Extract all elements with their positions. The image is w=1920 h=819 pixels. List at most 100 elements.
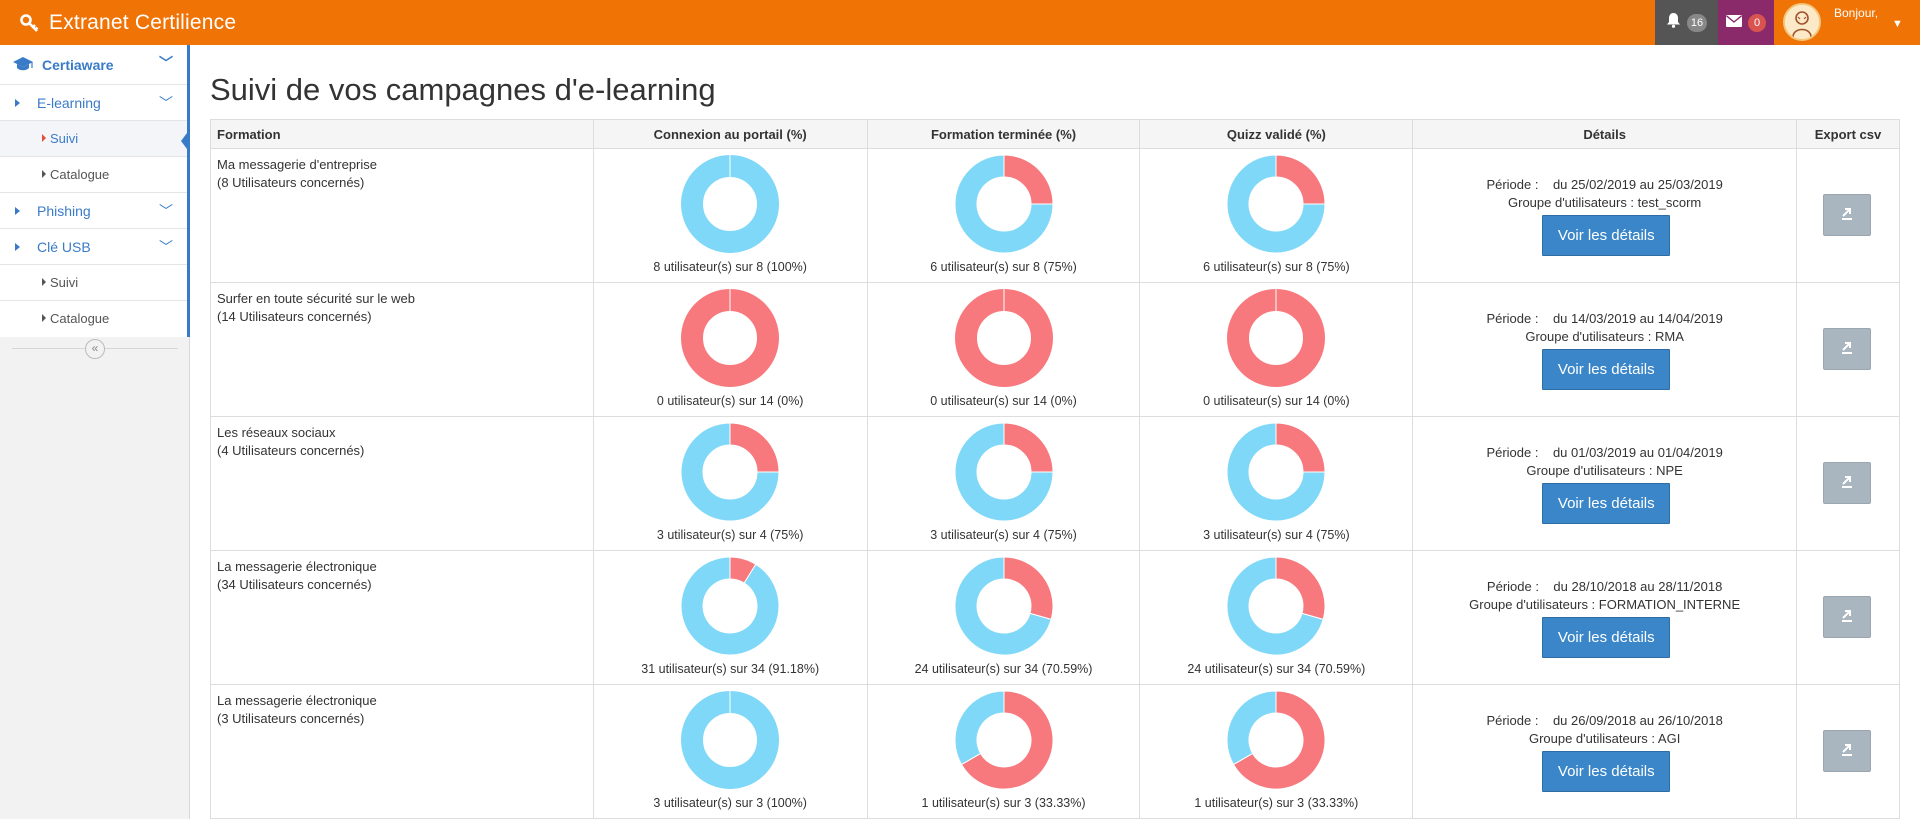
details-button[interactable]: Voir les détails — [1542, 751, 1671, 792]
terminee-cell: 24 utilisateur(s) sur 34 (70.59%) — [866, 550, 1141, 685]
done-slice — [954, 155, 1053, 253]
quizz-cell: 3 utilisateur(s) sur 4 (75%) — [1139, 416, 1414, 551]
connexion-caption: 31 utilisateur(s) sur 34 (91.18%) — [641, 662, 820, 676]
done-slice — [1227, 557, 1325, 655]
details-button[interactable]: Voir les détails — [1542, 617, 1671, 658]
double-chevron-left-icon[interactable]: « — [85, 339, 105, 359]
terminee-donut-chart — [954, 423, 1053, 521]
export-cell — [1796, 282, 1900, 417]
formation-users: (14 Utilisateurs concernés) — [217, 309, 372, 324]
sidebar-item-elearning-suivi[interactable]: Suivi — [0, 121, 190, 157]
details-button[interactable]: Voir les détails — [1542, 349, 1671, 390]
connexion-cell: 8 utilisateur(s) sur 8 (100%) — [592, 148, 868, 283]
chevron-down-icon: ﹀ — [159, 239, 173, 255]
formation-name: La messagerie électronique — [217, 559, 377, 574]
connexion-caption: 8 utilisateur(s) sur 8 (100%) — [653, 260, 807, 274]
export-csv-button[interactable] — [1823, 596, 1871, 638]
groupe-label: Groupe d'utilisateurs : — [1469, 597, 1596, 612]
formation-cell: Surfer en toute sécurité sur le web (14 U… — [210, 282, 594, 417]
connexion-donut-chart — [681, 423, 780, 521]
header-quizz: Quizz validé (%) — [1139, 119, 1414, 149]
periode-line: Période : du 26/09/2018 au 26/10/2018 — [1413, 713, 1796, 728]
key-icon — [20, 13, 40, 33]
details-button[interactable]: Voir les détails — [1542, 483, 1671, 524]
sidebar-item-cle-usb-catalogue[interactable]: Catalogue — [0, 301, 187, 337]
groupe-label: Groupe d'utilisateurs : — [1525, 329, 1652, 344]
done-slice — [954, 423, 1053, 521]
table-row: Les réseaux sociaux (4 Utilisateurs conce… — [210, 416, 1900, 551]
done-slice — [681, 557, 780, 655]
periode-value: du 25/02/2019 au 25/03/2019 — [1552, 177, 1723, 192]
formation-cell: Ma messagerie d'entreprise (8 Utilisateur… — [210, 148, 594, 283]
brand[interactable]: Extranet Certilience — [20, 0, 236, 45]
groupe-label: Groupe d'utilisateurs : — [1508, 195, 1635, 210]
sidebar-section-cle-usb[interactable]: Clé USB ﹀ — [0, 229, 187, 265]
sidebar: Certiaware ﹀ E-learning ﹀ Suivi Catalogu… — [0, 45, 190, 819]
sidebar-collapse: « — [0, 339, 190, 359]
groupe-line: Groupe d'utilisateurs : FORMATION_INTERN… — [1413, 597, 1796, 612]
terminee-caption: 1 utilisateur(s) sur 3 (33.33%) — [921, 796, 1086, 810]
terminee-donut-chart — [954, 155, 1053, 253]
avatar — [1783, 3, 1821, 41]
quizz-cell: 1 utilisateur(s) sur 3 (33.33%) — [1139, 684, 1414, 819]
not-done-slice — [681, 289, 780, 387]
export-arrow-icon — [1839, 340, 1855, 359]
export-csv-button[interactable] — [1823, 328, 1871, 370]
connexion-donut-chart — [681, 691, 780, 789]
done-slice — [1227, 691, 1277, 766]
chevron-down-icon: ﹀ — [159, 203, 173, 219]
details-button[interactable]: Voir les détails — [1542, 215, 1671, 256]
done-slice — [1227, 155, 1326, 253]
periode-line: Période : du 28/10/2018 au 28/11/2018 — [1413, 579, 1796, 594]
export-csv-button[interactable] — [1823, 730, 1871, 772]
greeting: Bonjour, — [1834, 6, 1879, 20]
quizz-caption: 24 utilisateur(s) sur 34 (70.59%) — [1187, 662, 1366, 676]
sidebar-section-elearning[interactable]: E-learning ﹀ — [0, 85, 187, 121]
sidebar-section-phishing[interactable]: Phishing ﹀ — [0, 193, 187, 229]
quizz-donut-chart — [1227, 423, 1326, 521]
quizz-cell: 6 utilisateur(s) sur 8 (75%) — [1139, 148, 1414, 283]
sidebar-item-elearning-catalogue[interactable]: Catalogue — [0, 157, 187, 193]
sidebar-header-certiaware[interactable]: Certiaware ﹀ — [0, 45, 187, 85]
export-arrow-icon — [1839, 608, 1855, 627]
formation-cell: La messagerie électronique (3 Utilisateur… — [210, 684, 594, 819]
not-done-slice — [1233, 691, 1326, 789]
periode-value: du 28/10/2018 au 28/11/2018 — [1553, 579, 1723, 594]
quizz-caption: 0 utilisateur(s) sur 14 (0%) — [1203, 394, 1350, 408]
periode-line: Période : du 25/02/2019 au 25/03/2019 — [1413, 177, 1796, 192]
page-title: Suivi de vos campagnes d'e-learning — [210, 72, 716, 107]
export-csv-button[interactable] — [1823, 194, 1871, 236]
terminee-cell: 1 utilisateur(s) sur 3 (33.33%) — [866, 684, 1141, 819]
notifications-button[interactable]: 16 — [1655, 0, 1718, 45]
export-arrow-icon — [1839, 742, 1855, 761]
caret-right-icon — [15, 243, 20, 251]
caret-right-icon — [42, 314, 46, 322]
connexion-caption: 3 utilisateur(s) sur 3 (100%) — [653, 796, 807, 810]
export-csv-button[interactable] — [1823, 462, 1871, 504]
sidebar-item-label: Catalogue — [50, 167, 110, 182]
sidebar-item-cle-usb-suivi[interactable]: Suivi — [0, 265, 187, 301]
quizz-donut-chart — [1227, 289, 1326, 387]
export-cell — [1796, 148, 1900, 283]
not-done-slice — [960, 691, 1053, 789]
details-cell: Période : du 28/10/2018 au 28/11/2018 Gro… — [1412, 550, 1797, 685]
done-slice — [954, 557, 1052, 655]
details-cell: Période : du 26/09/2018 au 26/10/2018 Gro… — [1412, 684, 1797, 819]
graduation-cap-icon — [12, 56, 34, 75]
formation-name: Ma messagerie d'entreprise — [217, 157, 377, 172]
chevron-down-icon: ﹀ — [159, 55, 173, 71]
top-navbar: Extranet Certilience 16 0 Bonjour, ▼ — [0, 0, 1920, 45]
groupe-value: AGI — [1657, 731, 1681, 746]
periode-label: Période : — [1486, 579, 1539, 594]
terminee-donut-chart — [954, 289, 1053, 387]
groupe-value: test_scorm — [1637, 195, 1702, 210]
not-done-slice — [1275, 423, 1326, 473]
connexion-cell: 3 utilisateur(s) sur 3 (100%) — [592, 684, 868, 819]
groupe-value: NPE — [1656, 463, 1683, 478]
table-header-row: Formation Connexion au portail (%) Forma… — [210, 119, 1900, 149]
caret-right-icon — [15, 207, 20, 215]
header-export: Export csv — [1796, 119, 1900, 149]
quizz-cell: 0 utilisateur(s) sur 14 (0%) — [1139, 282, 1414, 417]
user-menu[interactable]: Bonjour, ▼ — [1774, 0, 1920, 45]
messages-button[interactable]: 0 — [1718, 0, 1774, 45]
